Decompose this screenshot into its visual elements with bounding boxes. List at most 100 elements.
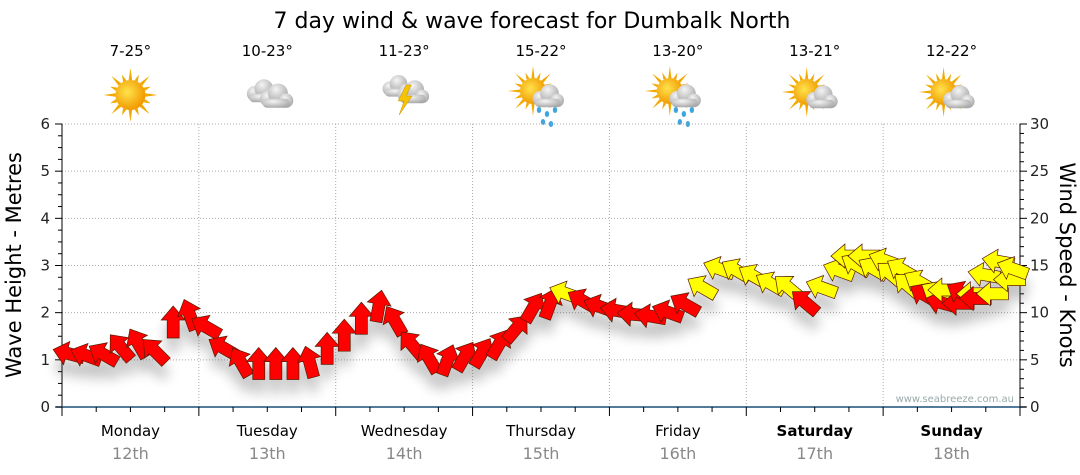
- sun-ray: [514, 94, 522, 99]
- day-name: Saturday: [777, 422, 854, 440]
- sun-ray: [651, 83, 659, 88]
- chart-title: 7 day wind & wave forecast for Dumbalk N…: [274, 9, 791, 34]
- sun-ray: [143, 99, 151, 104]
- day-name: Tuesday: [236, 422, 298, 440]
- arrow-shadow: [501, 329, 528, 359]
- wind-arrow: [805, 274, 839, 300]
- y-right-tick-label: 30: [1030, 115, 1049, 133]
- day-date: 14th: [386, 444, 423, 463]
- cloud-shape: [532, 84, 564, 108]
- temperature-range: 11-23°: [379, 42, 430, 60]
- y-left-tick-label: 6: [40, 115, 50, 133]
- sun-ray: [508, 89, 521, 93]
- arrow-shadow: [143, 353, 171, 381]
- sun-showers-icon: [644, 66, 701, 127]
- sun-ray: [515, 73, 525, 83]
- sun-ray: [935, 73, 941, 81]
- sun-ray: [814, 74, 825, 84]
- cloudy-icon: [246, 79, 294, 108]
- wind-arrow: [296, 345, 322, 380]
- sun-ray: [805, 67, 809, 80]
- sun-ray: [122, 108, 127, 116]
- sun-ray: [531, 66, 535, 79]
- partly-cloudy-icon: [918, 67, 975, 117]
- sun-ray: [662, 72, 667, 80]
- rain-drop: [540, 119, 546, 125]
- sun-ray: [662, 102, 667, 110]
- sun-ray: [145, 93, 158, 97]
- y-axis-right-label: Wind Speed - Knots: [1055, 162, 1079, 367]
- sun-ray: [111, 75, 122, 86]
- rain-drop: [689, 107, 695, 113]
- day-name: Wednesday: [361, 422, 448, 440]
- y-right-tick-label: 0: [1030, 398, 1040, 416]
- sun-ray: [925, 74, 936, 84]
- sun-ray: [668, 103, 672, 116]
- y-left-tick-label: 0: [40, 398, 50, 416]
- y-right-tick-label: 25: [1030, 162, 1049, 180]
- wind-arrow: [88, 342, 121, 368]
- partly-cloudy-icon: [781, 67, 838, 117]
- temperature-range: 10-23°: [242, 42, 293, 60]
- sun-ray: [139, 104, 150, 115]
- sun-ray: [139, 75, 150, 86]
- sunny-icon: [103, 68, 158, 122]
- y-left-tick-label: 2: [40, 304, 50, 322]
- wind-arrow: [791, 291, 822, 318]
- sun-ray: [781, 90, 794, 94]
- wind-arrow: [687, 275, 720, 301]
- temperature-range: 13-21°: [789, 42, 840, 60]
- sun-ray: [652, 73, 662, 83]
- sun-ray: [536, 72, 541, 80]
- sun-ray: [652, 99, 662, 109]
- day-date: 15th: [523, 444, 560, 463]
- sun-ray: [918, 90, 931, 94]
- sun-ray: [951, 74, 962, 84]
- sun-ray: [122, 74, 127, 82]
- y-left-tick-label: 5: [40, 162, 50, 180]
- wind-arrow: [228, 347, 255, 380]
- sun-ray: [111, 104, 122, 115]
- sun-ray: [110, 86, 118, 91]
- arrow-shadow: [468, 352, 494, 384]
- y-right-tick-label: 20: [1030, 209, 1049, 227]
- sun-ray: [789, 100, 799, 110]
- day-date: 13th: [249, 444, 286, 463]
- wind-arrow: [109, 334, 136, 364]
- sun-ray: [925, 84, 933, 89]
- wind-arrow: [996, 256, 1030, 281]
- sun-ray: [103, 93, 116, 97]
- day-date: 12th: [112, 444, 149, 463]
- cloud-shape: [943, 85, 975, 109]
- wind-arrow: [633, 303, 668, 329]
- temperature-range: 12-22°: [926, 42, 977, 60]
- storm-icon: [382, 75, 430, 116]
- wind-arrow: [366, 289, 392, 324]
- sun-ray: [788, 95, 796, 100]
- arrow-shadow: [417, 358, 442, 389]
- sun-ray: [128, 68, 133, 81]
- sun-ray: [128, 109, 133, 122]
- arrow-shadow: [792, 305, 821, 331]
- sun-ray: [677, 73, 688, 83]
- sun-ray: [788, 84, 796, 89]
- sun-ray: [515, 99, 525, 109]
- sun-showers-icon: [508, 66, 564, 127]
- y-right-tick-label: 10: [1030, 304, 1049, 322]
- sun-ray: [947, 73, 952, 81]
- y-left-tick-label: 3: [40, 257, 50, 275]
- sun-ray: [935, 103, 941, 111]
- sun-ray: [925, 100, 936, 110]
- sun-ray: [651, 94, 659, 99]
- cloud-shape: [669, 84, 701, 108]
- sun-ray: [134, 108, 139, 116]
- y-left-tick-label: 4: [40, 209, 50, 227]
- sun-ray: [525, 102, 530, 110]
- sun-ray: [799, 73, 804, 81]
- arrow-shadow: [634, 317, 668, 342]
- rain-drop: [544, 111, 550, 117]
- lightning-bolt: [397, 84, 413, 116]
- y-right-tick-label: 5: [1030, 351, 1040, 369]
- y-axis-left-label: Wave Height - Metres: [2, 152, 26, 378]
- rain-drop: [536, 107, 542, 113]
